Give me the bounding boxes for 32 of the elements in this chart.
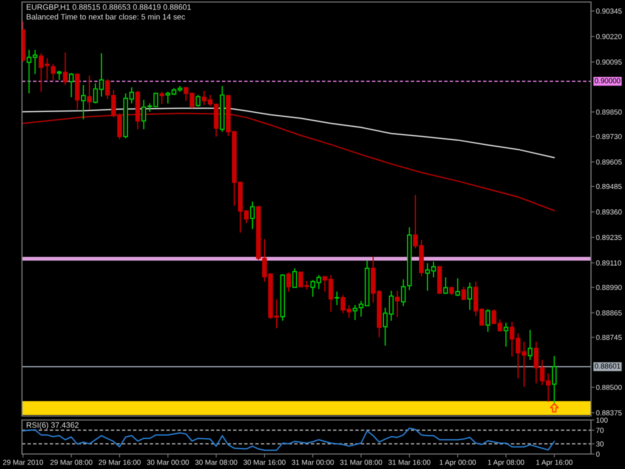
candlestick: [250, 201, 255, 230]
candlestick: [135, 90, 140, 130]
line-series: [22, 108, 555, 158]
candlestick: [50, 63, 56, 82]
candlestick: [437, 265, 442, 295]
candlestick: [552, 355, 557, 404]
candlestick: [400, 278, 406, 307]
candlestick: [62, 52, 68, 86]
candlestick: [467, 282, 472, 311]
candlestick: [68, 72, 74, 98]
candlestick: [220, 85, 225, 132]
candlestick: [196, 94, 200, 108]
candlestick: [407, 226, 412, 291]
line-series: [22, 112, 555, 212]
candlestick: [159, 91, 164, 105]
candlestick: [81, 84, 86, 120]
candlestick: [443, 276, 448, 295]
candlestick: [74, 73, 80, 110]
candlestick: [56, 70, 62, 80]
candlestick: [87, 75, 92, 110]
candlestick: [449, 286, 454, 296]
candlestick: [461, 286, 466, 301]
candlestick: [504, 322, 508, 348]
candlestick: [292, 268, 298, 288]
candlestick: [286, 272, 292, 292]
line-series: [22, 428, 555, 451]
candlestick: [280, 274, 285, 322]
candlestick: [528, 329, 532, 360]
candlestick: [394, 290, 400, 318]
candlestick: [334, 291, 340, 306]
candlestick: [486, 308, 490, 332]
candlestick: [455, 278, 460, 297]
